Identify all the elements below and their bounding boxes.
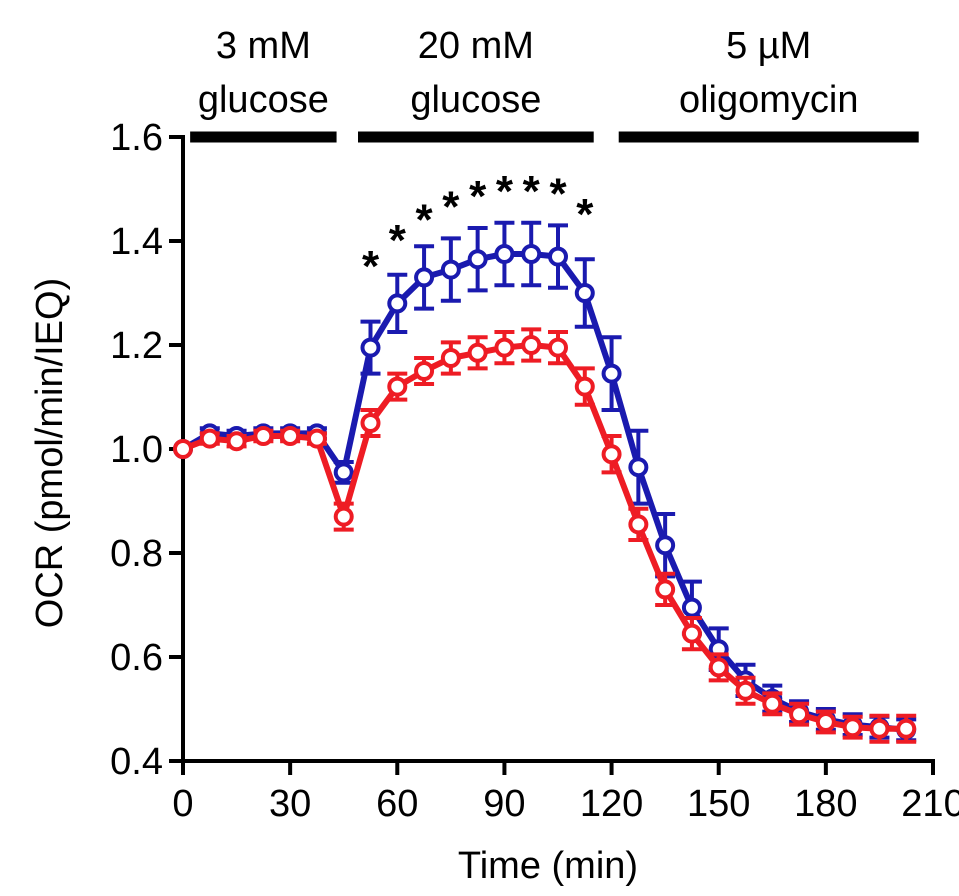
data-point (333, 506, 354, 527)
data-point (548, 246, 568, 267)
data-point (440, 348, 461, 368)
data-point (628, 457, 649, 478)
y-axis-title: OCR (pmol/min/IEQ) (29, 278, 71, 628)
data-point (440, 259, 461, 280)
data-point (253, 426, 274, 446)
data-point (548, 337, 568, 358)
x-tick-label: 180 (794, 783, 857, 825)
significance-asterisk: * (389, 216, 407, 265)
y-tick-label: 1.0 (110, 429, 163, 471)
x-tick-label: 210 (901, 783, 959, 825)
data-point (521, 244, 542, 264)
y-tick-label: 1.4 (110, 221, 163, 263)
data-point (467, 342, 488, 363)
condition-label-line1: 5 µM (726, 25, 811, 67)
data-series (173, 220, 917, 744)
data-point (628, 514, 649, 535)
x-axis-title: Time (min) (458, 845, 638, 887)
significance-asterisk: * (442, 182, 460, 231)
data-point (494, 244, 515, 264)
data-point (387, 376, 408, 397)
series-line (181, 251, 907, 733)
series-1 (173, 220, 917, 743)
significance-asterisk: * (469, 172, 487, 221)
x-tick-label: 90 (483, 783, 525, 825)
data-point (681, 623, 702, 644)
series-line (181, 342, 907, 732)
data-point (173, 439, 193, 459)
data-point (655, 535, 676, 556)
data-point (896, 718, 917, 739)
data-point (789, 704, 810, 725)
significance-asterisk: * (362, 242, 380, 291)
data-point (815, 712, 836, 732)
data-point (521, 335, 542, 355)
data-point (708, 657, 729, 678)
x-tick-label: 30 (269, 783, 311, 825)
significance-asterisk: * (416, 195, 434, 244)
data-point (655, 579, 676, 600)
significance-asterisk: * (549, 169, 567, 218)
y-tick-label: 0.4 (110, 741, 163, 783)
y-tick-label: 0.6 (110, 637, 163, 679)
data-point (467, 249, 488, 270)
data-point (360, 337, 381, 358)
data-point (494, 337, 515, 358)
condition-annotations: 3 mM glucose 20 mM glucose 5 µM oligomycin (190, 25, 919, 143)
significance-asterisk: * (576, 190, 594, 239)
data-point (842, 717, 863, 738)
data-point (333, 462, 354, 483)
data-point (869, 718, 890, 739)
data-point (280, 426, 301, 446)
condition-label-line1: 3 mM (216, 25, 311, 67)
significance-markers: ** * * * * * * * (362, 167, 594, 291)
x-tick-label: 60 (376, 783, 418, 825)
data-point (601, 363, 622, 384)
data-point (601, 444, 622, 465)
significance-asterisk: * (496, 167, 514, 216)
data-point (414, 267, 435, 288)
x-tick-label: 0 (172, 783, 193, 825)
y-tick-label: 1.2 (110, 325, 163, 367)
x-tick-label: 120 (580, 783, 643, 825)
data-point (762, 693, 783, 714)
condition-label-line2: oligomycin (679, 79, 859, 121)
data-point (199, 428, 220, 449)
condition-label-line1: 20 mM (418, 25, 534, 67)
data-point (735, 680, 756, 701)
condition-label-line2: glucose (198, 79, 329, 121)
ticks: 0.4 0.6 0.8 1.0 1.2 1.4 1.6 0 30 60 90 120 150 180 210 (110, 117, 959, 825)
significance-asterisk: * (523, 167, 541, 216)
data-point (360, 413, 381, 433)
data-point (574, 376, 595, 397)
data-point (681, 597, 702, 618)
data-point (306, 428, 327, 449)
y-tick-label: 0.8 (110, 533, 163, 575)
condition-label-line2: glucose (410, 79, 541, 121)
x-tick-label: 150 (687, 783, 750, 825)
y-tick-label: 1.6 (110, 117, 163, 159)
series-2 (173, 327, 917, 744)
data-point (574, 283, 595, 303)
data-point (387, 293, 408, 314)
data-point (414, 361, 435, 381)
data-point (226, 431, 247, 452)
